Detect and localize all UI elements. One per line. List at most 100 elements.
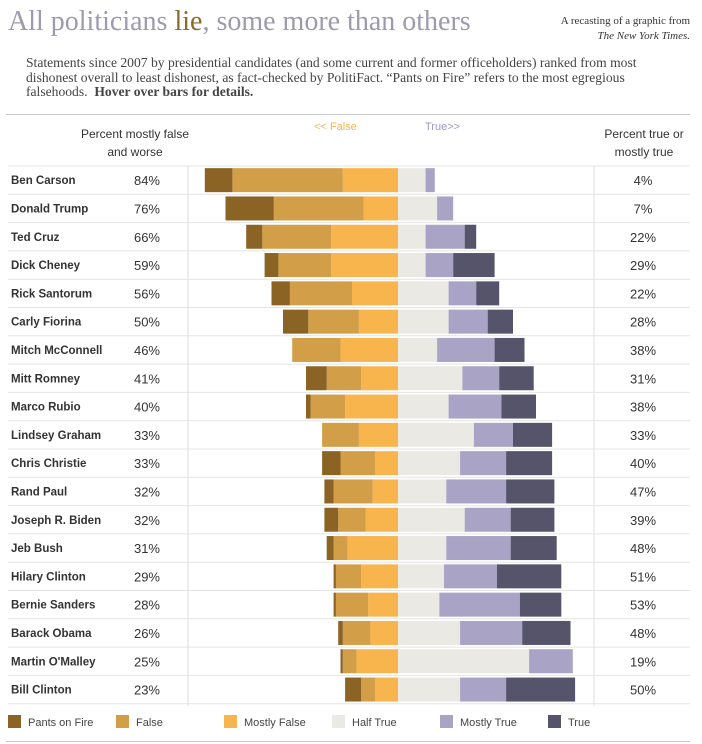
bar-segment-pants[interactable] <box>306 394 311 419</box>
bar-segment-true[interactable] <box>519 592 562 617</box>
bar-segment-false[interactable] <box>342 620 371 645</box>
bar-segment-pants[interactable] <box>306 366 327 391</box>
bar-segment-mostly-true[interactable] <box>473 422 513 447</box>
bar-segment-false[interactable] <box>340 451 376 476</box>
bar-segment-mostly-true[interactable] <box>437 196 454 221</box>
bar-segment-mostly-true[interactable] <box>460 620 523 645</box>
bar-segment-false[interactable] <box>262 224 332 249</box>
bar-segment-false[interactable] <box>232 168 343 193</box>
bar-segment-false[interactable] <box>335 592 369 617</box>
bar-segment-mostly-false[interactable] <box>345 394 398 419</box>
bar-segment-true[interactable] <box>506 451 553 476</box>
bar-segment-false[interactable] <box>273 196 364 221</box>
bar-segment-true[interactable] <box>506 677 576 702</box>
bar-segment-mostly-true[interactable] <box>462 366 500 391</box>
bar-segment-pants[interactable] <box>271 281 290 306</box>
bar-segment-half-true[interactable] <box>398 592 440 617</box>
bar-segment-true[interactable] <box>476 281 500 306</box>
bar-segment-half-true[interactable] <box>398 620 461 645</box>
bar-segment-pants[interactable] <box>340 649 343 674</box>
bar-segment-mostly-false[interactable] <box>347 536 398 561</box>
bar-segment-true[interactable] <box>522 620 571 645</box>
bar-segment-mostly-true[interactable] <box>464 507 511 532</box>
bar-segment-false[interactable] <box>326 366 362 391</box>
bar-segment-half-true[interactable] <box>398 422 474 447</box>
bar-segment-mostly-true[interactable] <box>448 281 477 306</box>
bar-segment-half-true[interactable] <box>398 536 447 561</box>
bar-segment-mostly-false[interactable] <box>372 479 398 504</box>
bar-segment-false[interactable] <box>308 309 359 334</box>
bar-segment-true[interactable] <box>496 564 562 589</box>
bar-segment-mostly-true[interactable] <box>444 564 497 589</box>
bar-segment-mostly-true[interactable] <box>437 337 495 362</box>
bar-segment-mostly-false[interactable] <box>375 677 398 702</box>
bar-segment-mostly-false[interactable] <box>340 337 399 362</box>
bar-segment-half-true[interactable] <box>398 394 449 419</box>
bar-segment-pants[interactable] <box>333 592 336 617</box>
bar-segment-mostly-true[interactable] <box>439 592 520 617</box>
bar-segment-false[interactable] <box>310 394 346 419</box>
bar-segment-mostly-false[interactable] <box>365 507 398 532</box>
bar-segment-mostly-true[interactable] <box>425 224 465 249</box>
bar-segment-false[interactable] <box>335 564 362 589</box>
bar-segment-pants[interactable] <box>333 564 336 589</box>
bar-segment-half-true[interactable] <box>398 253 426 278</box>
bar-segment-false[interactable] <box>342 649 357 674</box>
bar-segment-false[interactable] <box>278 253 332 278</box>
bar-segment-mostly-true[interactable] <box>448 394 502 419</box>
bar-segment-pants[interactable] <box>324 479 334 504</box>
bar-segment-false[interactable] <box>338 507 366 532</box>
bar-segment-half-true[interactable] <box>398 196 438 221</box>
bar-segment-false[interactable] <box>292 337 341 362</box>
bar-segment-mostly-false[interactable] <box>358 422 398 447</box>
bar-segment-false[interactable] <box>322 422 359 447</box>
bar-segment-mostly-false[interactable] <box>352 281 398 306</box>
bar-segment-true[interactable] <box>510 507 555 532</box>
bar-segment-half-true[interactable] <box>398 224 426 249</box>
bar-segment-true[interactable] <box>453 253 495 278</box>
bar-segment-half-true[interactable] <box>398 451 461 476</box>
bar-segment-true[interactable] <box>506 479 555 504</box>
bar-segment-mostly-true[interactable] <box>446 479 507 504</box>
bar-segment-pants[interactable] <box>324 507 339 532</box>
bar-segment-pants[interactable] <box>338 620 343 645</box>
bar-segment-true[interactable] <box>464 224 477 249</box>
bar-segment-mostly-true[interactable] <box>529 649 573 674</box>
bar-segment-pants[interactable] <box>283 309 309 334</box>
bar-segment-half-true[interactable] <box>398 677 461 702</box>
bar-segment-true[interactable] <box>499 366 534 391</box>
bar-segment-true[interactable] <box>494 337 525 362</box>
bar-segment-pants[interactable] <box>326 536 334 561</box>
bar-segment-false[interactable] <box>333 479 373 504</box>
bar-segment-half-true[interactable] <box>398 309 449 334</box>
bar-segment-half-true[interactable] <box>398 168 426 193</box>
bar-segment-pants[interactable] <box>264 253 279 278</box>
bar-segment-half-true[interactable] <box>398 564 444 589</box>
bar-segment-pants[interactable] <box>204 168 233 193</box>
bar-segment-mostly-false[interactable] <box>368 592 398 617</box>
bar-segment-mostly-true[interactable] <box>448 309 488 334</box>
bar-segment-mostly-false[interactable] <box>370 620 398 645</box>
bar-segment-false[interactable] <box>289 281 352 306</box>
bar-segment-mostly-true[interactable] <box>460 677 507 702</box>
bar-segment-true[interactable] <box>513 422 553 447</box>
bar-segment-pants[interactable] <box>322 451 341 476</box>
bar-segment-mostly-false[interactable] <box>331 224 398 249</box>
bar-segment-mostly-false[interactable] <box>331 253 398 278</box>
bar-segment-true[interactable] <box>487 309 513 334</box>
bar-segment-mostly-true[interactable] <box>460 451 507 476</box>
bar-segment-half-true[interactable] <box>398 281 449 306</box>
bar-segment-true[interactable] <box>510 536 557 561</box>
bar-segment-pants[interactable] <box>345 677 362 702</box>
bar-segment-true[interactable] <box>501 394 537 419</box>
bar-segment-false[interactable] <box>333 536 348 561</box>
bar-segment-half-true[interactable] <box>398 337 438 362</box>
bar-segment-mostly-false[interactable] <box>356 649 398 674</box>
bar-segment-mostly-false[interactable] <box>361 564 398 589</box>
bar-segment-half-true[interactable] <box>398 507 465 532</box>
bar-segment-mostly-false[interactable] <box>342 168 398 193</box>
bar-segment-mostly-false[interactable] <box>375 451 398 476</box>
bar-segment-mostly-false[interactable] <box>363 196 399 221</box>
bar-segment-pants[interactable] <box>246 224 263 249</box>
bar-segment-mostly-true[interactable] <box>425 253 454 278</box>
